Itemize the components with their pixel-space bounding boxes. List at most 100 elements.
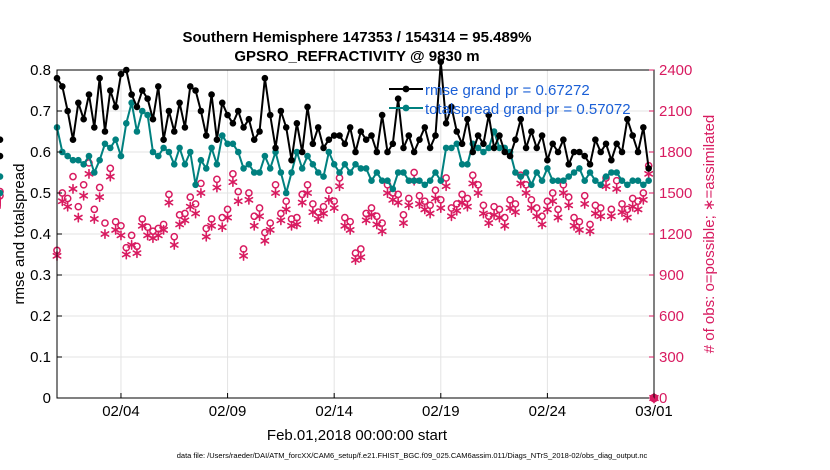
rmse-point bbox=[197, 107, 205, 115]
totalspread-point bbox=[218, 132, 226, 139]
rmse-point bbox=[560, 136, 567, 143]
obs-assimilated-point bbox=[271, 188, 280, 198]
obs-assimilated-point bbox=[329, 203, 339, 214]
obs-assimilated-point bbox=[116, 230, 126, 241]
obs-assimilated-stroke bbox=[484, 220, 494, 226]
obs-possible-point bbox=[431, 186, 440, 195]
obs-assimilated-stroke bbox=[319, 210, 328, 217]
obs-assimilated-stroke bbox=[308, 209, 318, 216]
totalspread-point bbox=[592, 177, 599, 184]
totalspread-point bbox=[165, 148, 173, 156]
totalspread-point bbox=[277, 169, 285, 176]
totalspread-point bbox=[101, 140, 109, 148]
obs-assimilated-stroke bbox=[372, 221, 382, 228]
obs-assimilated-stroke bbox=[175, 221, 185, 228]
obs-assimilated-point bbox=[89, 213, 99, 224]
totalspread-point bbox=[602, 173, 610, 180]
obs-assimilated-stroke bbox=[569, 222, 579, 229]
legend: rmse grand pr = 0.67272 totalspread gran… bbox=[389, 82, 631, 118]
obs-assimilated-stroke bbox=[558, 190, 568, 196]
totalspread-point bbox=[533, 169, 541, 176]
rmse-point bbox=[378, 111, 386, 119]
y-tick-label-right: 900 bbox=[659, 267, 684, 284]
totalspread-point bbox=[346, 169, 354, 176]
obs-possible-point bbox=[223, 205, 232, 214]
totalspread-point bbox=[640, 181, 647, 189]
rmse-point bbox=[528, 128, 535, 135]
obs-assimilated-stroke bbox=[79, 192, 89, 199]
rmse-point bbox=[325, 136, 333, 143]
rmse-point bbox=[352, 148, 359, 156]
rmse-point bbox=[629, 132, 636, 139]
obs-assimilated-stroke bbox=[356, 254, 366, 261]
obs-assimilated-stroke bbox=[404, 202, 414, 209]
obs-assimilated-point bbox=[441, 181, 451, 192]
obs-assimilated-stroke bbox=[542, 206, 552, 213]
obs-assimilated-stroke bbox=[500, 222, 510, 229]
obs-assimilated-stroke bbox=[191, 210, 201, 217]
y-tick-label-left: 0.3 bbox=[30, 267, 51, 284]
totalspread-point bbox=[618, 177, 626, 184]
obs-assimilated-stroke bbox=[89, 216, 99, 222]
obs-possible-point bbox=[213, 175, 221, 184]
rmse-point bbox=[618, 148, 626, 156]
obs-assimilated-point bbox=[473, 188, 483, 198]
rmse-point bbox=[91, 124, 98, 131]
obs-assimilated-stroke bbox=[574, 227, 584, 233]
totalspread-point bbox=[170, 161, 178, 168]
totalspread-point bbox=[549, 177, 557, 184]
rmse-line bbox=[56, 60, 650, 169]
obs-possible-point bbox=[554, 205, 562, 214]
rmse-point bbox=[549, 140, 557, 148]
obs-assimilated-stroke bbox=[196, 190, 206, 196]
totalspread-point bbox=[0, 173, 4, 180]
obs-possible-point bbox=[170, 232, 179, 241]
rmse-point bbox=[128, 91, 135, 98]
rmse-point bbox=[570, 148, 578, 156]
totalspread-point bbox=[645, 177, 652, 184]
obs-assimilated-stroke bbox=[228, 179, 238, 185]
obs-assimilated-stroke bbox=[425, 210, 435, 217]
obs-assimilated-point bbox=[335, 181, 344, 192]
rmse-point bbox=[309, 140, 317, 148]
rmse-point bbox=[202, 132, 210, 139]
obs-assimilated-point bbox=[500, 220, 510, 231]
obs-assimilated-point bbox=[57, 196, 67, 207]
obs-assimilated-stroke bbox=[335, 183, 344, 190]
obs-possible-point bbox=[191, 200, 200, 208]
totalspread-point bbox=[362, 165, 370, 172]
obs-possible-point bbox=[234, 187, 243, 196]
obs-assimilated-stroke bbox=[468, 180, 478, 187]
rmse-point bbox=[501, 148, 509, 156]
totalspread-series bbox=[0, 99, 652, 197]
obs-possible-point bbox=[90, 205, 99, 214]
obs-assimilated-point bbox=[537, 219, 547, 230]
totalspread-point bbox=[341, 161, 349, 168]
obs-possible-point bbox=[117, 221, 125, 230]
obs-assimilated-stroke bbox=[329, 205, 339, 211]
obs-assimilated-stroke bbox=[207, 222, 217, 229]
totalspread-point bbox=[394, 169, 402, 176]
rmse-point bbox=[288, 156, 295, 164]
rmse-point bbox=[165, 107, 173, 115]
obs-assimilated-point bbox=[175, 219, 185, 230]
rmse-point bbox=[522, 144, 530, 152]
obs-possible-point bbox=[495, 205, 504, 214]
obs-assimilated-point bbox=[95, 192, 105, 203]
totalspread-point bbox=[421, 181, 429, 189]
obs-possible-point bbox=[340, 213, 349, 222]
totalspread-point bbox=[154, 152, 162, 160]
obs-assimilated-stroke bbox=[116, 232, 126, 239]
rmse-point bbox=[517, 115, 525, 123]
obs-assimilated-stroke bbox=[622, 214, 632, 221]
obs-assimilated-point bbox=[212, 182, 222, 193]
obs-assimilated-point bbox=[425, 208, 435, 219]
y-tick-label-left: 0.6 bbox=[30, 144, 51, 161]
obs-assimilated-point bbox=[580, 198, 590, 209]
totalspread-point bbox=[234, 148, 242, 156]
totalspread-point bbox=[576, 165, 583, 172]
rmse-point bbox=[75, 99, 82, 107]
obs-possible-point bbox=[0, 191, 4, 200]
totalspread-point bbox=[122, 120, 130, 127]
obs-assimilated-point bbox=[478, 208, 488, 219]
